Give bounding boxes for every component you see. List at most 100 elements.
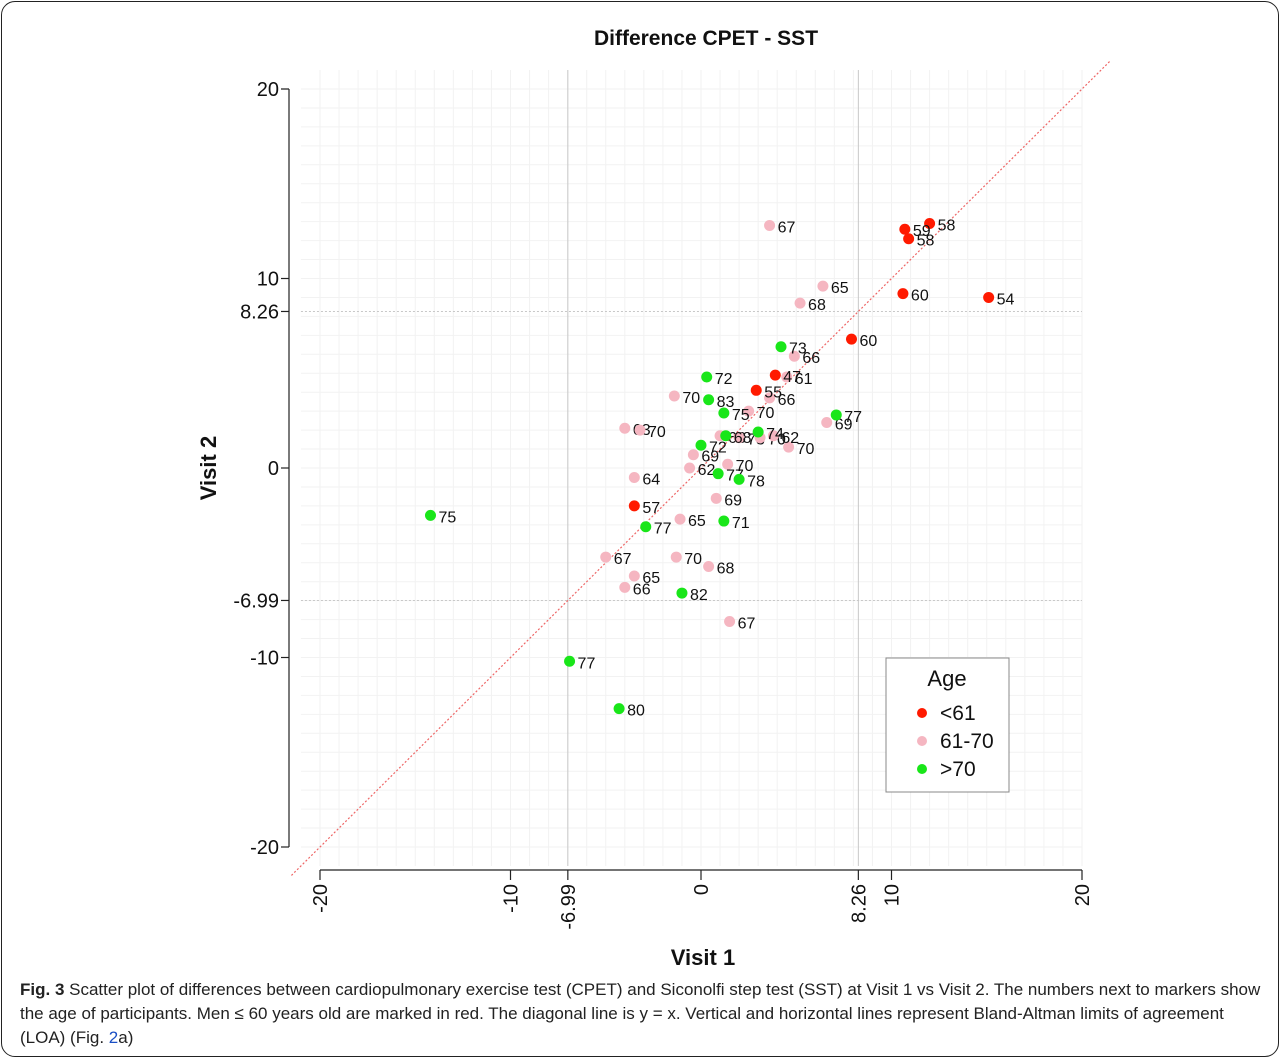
data-point xyxy=(764,219,776,231)
caption-text: Scatter plot of differences between card… xyxy=(20,980,1261,1047)
caption-lead: Fig. 3 xyxy=(20,980,65,999)
data-point xyxy=(628,500,640,512)
point-label: 74 xyxy=(766,426,784,443)
diagonal-line xyxy=(291,60,1111,876)
point-label: 66 xyxy=(802,350,820,367)
point-label: 58 xyxy=(917,233,935,250)
data-point xyxy=(830,409,842,421)
data-point xyxy=(613,703,625,715)
data-point xyxy=(619,422,631,434)
data-point xyxy=(701,371,713,383)
point-label: 73 xyxy=(789,341,807,358)
data-point xyxy=(752,426,764,438)
point-label: 71 xyxy=(732,515,750,532)
point-label: 69 xyxy=(835,417,853,434)
axes-layer: 20 10 8.26 0 -6.99 -10 -20 -20 -10 -6.99 0 8.26 10 20… xyxy=(196,27,1094,970)
y-tick-label: 10 xyxy=(257,269,279,291)
x-tick-label: 20 xyxy=(1072,884,1094,906)
data-point xyxy=(640,521,652,533)
data-point xyxy=(903,233,915,245)
legend-marker xyxy=(917,708,927,718)
data-point xyxy=(720,430,732,442)
point-label: 58 xyxy=(938,218,956,235)
data-point xyxy=(564,655,576,667)
data-point xyxy=(897,288,909,300)
point-label: 70 xyxy=(757,405,775,422)
caption-figure-link[interactable]: 2 xyxy=(108,1028,119,1047)
x-tick-label: 0 xyxy=(691,884,713,895)
legend-label: <61 xyxy=(940,702,976,725)
point-label: 66 xyxy=(778,392,796,409)
data-point xyxy=(619,581,631,593)
point-label: 70 xyxy=(682,390,700,407)
data-point xyxy=(424,509,436,521)
data-point xyxy=(775,341,787,353)
data-point xyxy=(695,439,707,451)
data-point xyxy=(724,615,736,627)
legend: Age <61 61-70 >70 xyxy=(885,657,1010,793)
grid-layer xyxy=(291,60,1111,876)
point-label: 57 xyxy=(642,500,660,517)
point-label: 59 xyxy=(913,223,931,240)
data-point xyxy=(788,350,800,362)
point-label: 77 xyxy=(654,521,672,538)
legend-label: 61-70 xyxy=(940,730,994,753)
point-label: 69 xyxy=(724,492,742,509)
point-label: 68 xyxy=(717,561,735,578)
data-point xyxy=(817,280,829,292)
point-label: 67 xyxy=(738,615,756,632)
data-point xyxy=(764,392,776,404)
data-point xyxy=(710,492,722,504)
point-label: 47 xyxy=(783,369,801,386)
y-tick-label: -6.99 xyxy=(233,590,279,612)
point-label: 60 xyxy=(859,333,877,350)
point-label: 55 xyxy=(764,384,782,401)
point-label: 70 xyxy=(648,424,666,441)
data-point xyxy=(684,462,696,474)
data-point xyxy=(600,551,612,563)
x-tick-label: -20 xyxy=(310,884,332,913)
point-label: 62 xyxy=(698,462,716,479)
data-point xyxy=(703,561,715,573)
point-label: 77 xyxy=(578,655,596,672)
data-point xyxy=(743,405,755,417)
data-point xyxy=(750,384,762,396)
point-label: 67 xyxy=(614,551,632,568)
point-label: 65 xyxy=(688,513,706,530)
legend-box xyxy=(885,657,1010,793)
point-label: 82 xyxy=(690,587,708,604)
data-point xyxy=(628,471,640,483)
point-label: 70 xyxy=(684,551,702,568)
data-point xyxy=(769,369,781,381)
point-label: 83 xyxy=(717,394,735,411)
point-label: 65 xyxy=(642,570,660,587)
point-label: 54 xyxy=(997,291,1015,308)
data-point xyxy=(687,449,699,461)
point-label: 66 xyxy=(633,581,651,598)
point-label: 60 xyxy=(911,288,929,305)
data-point xyxy=(722,458,734,470)
legend-label: >70 xyxy=(940,758,976,781)
data-point xyxy=(794,297,806,309)
point-label: 65 xyxy=(831,280,849,297)
point-label: 77 xyxy=(844,409,862,426)
point-label: 78 xyxy=(747,473,765,490)
data-point xyxy=(733,432,745,444)
point-label: 70 xyxy=(736,458,754,475)
figure-caption: Fig. 3 Scatter plot of differences betwe… xyxy=(20,978,1270,1050)
point-label: 61 xyxy=(795,371,813,388)
data-point xyxy=(674,513,686,525)
data-point xyxy=(733,473,745,485)
point-label: 69 xyxy=(701,449,719,466)
point-label: 70 xyxy=(797,441,815,458)
point-label: 67 xyxy=(778,219,796,236)
data-point xyxy=(924,218,936,230)
data-point xyxy=(783,441,795,453)
data-point xyxy=(767,430,779,442)
point-label: 80 xyxy=(627,703,645,720)
point-label: 68 xyxy=(734,430,752,447)
caption-text-end: a) xyxy=(118,1028,134,1047)
x-tick-label: 10 xyxy=(882,884,904,906)
x-tick-label: 8.26 xyxy=(848,884,870,923)
data-point xyxy=(718,515,730,527)
